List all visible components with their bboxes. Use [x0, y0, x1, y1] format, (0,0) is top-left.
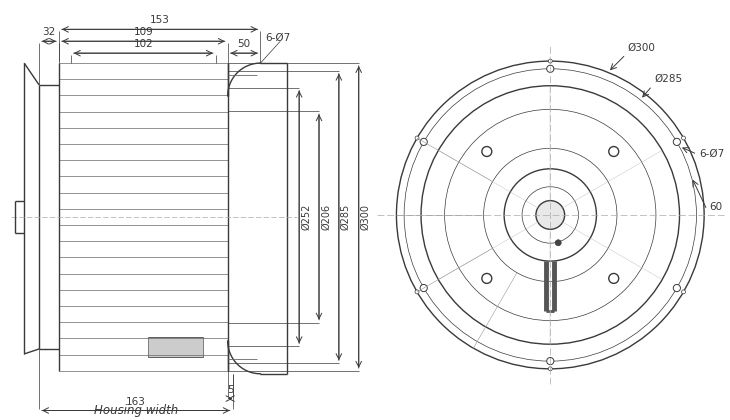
- Text: Housing width: Housing width: [93, 404, 178, 417]
- Text: 153: 153: [150, 16, 169, 25]
- Text: 6-Ø7: 6-Ø7: [699, 149, 724, 159]
- Circle shape: [682, 290, 685, 294]
- Circle shape: [556, 240, 561, 246]
- Circle shape: [482, 147, 492, 157]
- Text: 50: 50: [237, 39, 250, 49]
- Circle shape: [420, 138, 427, 145]
- Circle shape: [420, 284, 427, 291]
- Text: Ø300: Ø300: [361, 204, 371, 230]
- Text: Ø252: Ø252: [301, 204, 311, 230]
- Circle shape: [609, 147, 619, 157]
- Circle shape: [482, 273, 492, 284]
- Text: 60: 60: [709, 202, 722, 212]
- Circle shape: [609, 273, 619, 284]
- Bar: [148, 337, 203, 357]
- Text: Ø300: Ø300: [628, 42, 656, 52]
- Circle shape: [548, 367, 553, 371]
- Text: 102: 102: [134, 39, 153, 49]
- Text: 32: 32: [42, 27, 55, 37]
- Circle shape: [536, 201, 564, 229]
- Text: Ø285: Ø285: [341, 204, 351, 230]
- Circle shape: [415, 136, 419, 140]
- Text: 5: 5: [227, 385, 234, 395]
- Text: Ø206: Ø206: [321, 204, 331, 230]
- Circle shape: [673, 284, 680, 291]
- Text: 163: 163: [126, 396, 146, 407]
- Text: 109: 109: [134, 27, 153, 37]
- Circle shape: [415, 290, 419, 294]
- Circle shape: [682, 136, 685, 140]
- Circle shape: [548, 59, 553, 63]
- Text: Ø285: Ø285: [654, 74, 683, 84]
- Circle shape: [547, 357, 554, 365]
- Text: 6-Ø7: 6-Ø7: [266, 33, 291, 43]
- Circle shape: [673, 138, 680, 145]
- Circle shape: [547, 65, 554, 72]
